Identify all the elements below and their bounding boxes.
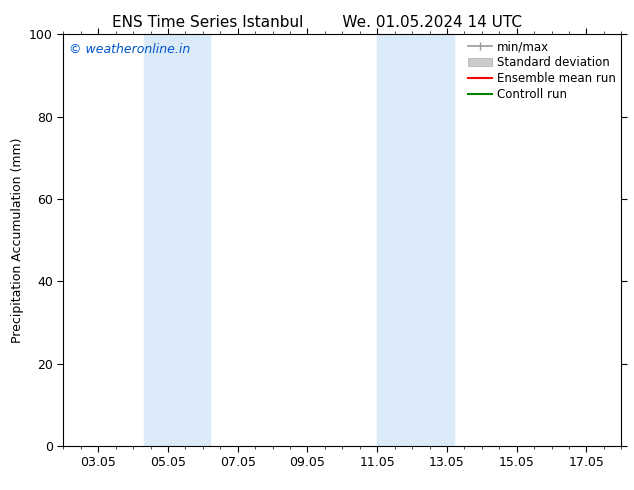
Bar: [377, 34, 454, 446]
Text: ENS Time Series Istanbul        We. 01.05.2024 14 UTC: ENS Time Series Istanbul We. 01.05.2024 …: [112, 15, 522, 30]
Bar: [143, 34, 210, 446]
Y-axis label: Precipitation Accumulation (mm): Precipitation Accumulation (mm): [11, 137, 23, 343]
Legend: min/max, Standard deviation, Ensemble mean run, Controll run: min/max, Standard deviation, Ensemble me…: [466, 38, 618, 103]
Text: © weatheronline.in: © weatheronline.in: [69, 43, 190, 55]
